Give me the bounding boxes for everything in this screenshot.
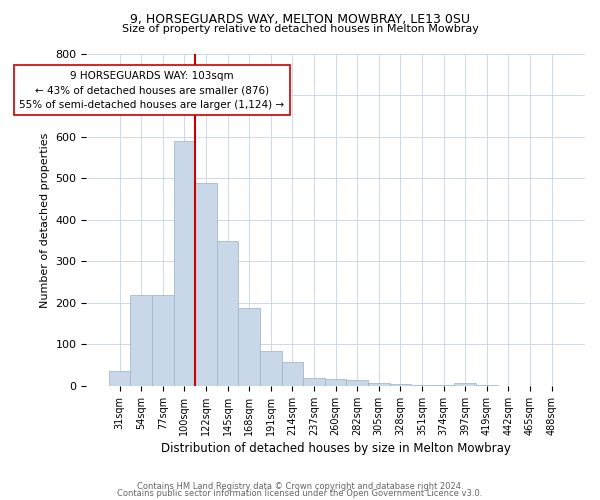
Bar bbox=[454, 382, 476, 386]
Bar bbox=[325, 379, 346, 386]
Y-axis label: Number of detached properties: Number of detached properties bbox=[40, 132, 50, 308]
Text: 9, HORSEGUARDS WAY, MELTON MOWBRAY, LE13 0SU: 9, HORSEGUARDS WAY, MELTON MOWBRAY, LE13… bbox=[130, 12, 470, 26]
Bar bbox=[411, 384, 433, 386]
Bar bbox=[260, 350, 281, 386]
Bar bbox=[217, 240, 238, 386]
Text: Size of property relative to detached houses in Melton Mowbray: Size of property relative to detached ho… bbox=[122, 24, 478, 34]
Bar bbox=[303, 378, 325, 386]
Bar bbox=[433, 385, 454, 386]
Bar bbox=[238, 308, 260, 386]
Bar bbox=[195, 182, 217, 386]
Bar bbox=[368, 382, 389, 386]
Bar bbox=[281, 362, 303, 386]
Bar bbox=[109, 372, 130, 386]
Bar bbox=[476, 385, 497, 386]
Text: 9 HORSEGUARDS WAY: 103sqm
← 43% of detached houses are smaller (876)
55% of semi: 9 HORSEGUARDS WAY: 103sqm ← 43% of detac… bbox=[19, 70, 284, 110]
Bar bbox=[173, 141, 195, 386]
Bar bbox=[152, 296, 173, 386]
Text: Contains HM Land Registry data © Crown copyright and database right 2024.: Contains HM Land Registry data © Crown c… bbox=[137, 482, 463, 491]
Bar bbox=[346, 380, 368, 386]
X-axis label: Distribution of detached houses by size in Melton Mowbray: Distribution of detached houses by size … bbox=[161, 442, 511, 455]
Bar bbox=[130, 296, 152, 386]
Text: Contains public sector information licensed under the Open Government Licence v3: Contains public sector information licen… bbox=[118, 490, 482, 498]
Bar bbox=[389, 384, 411, 386]
